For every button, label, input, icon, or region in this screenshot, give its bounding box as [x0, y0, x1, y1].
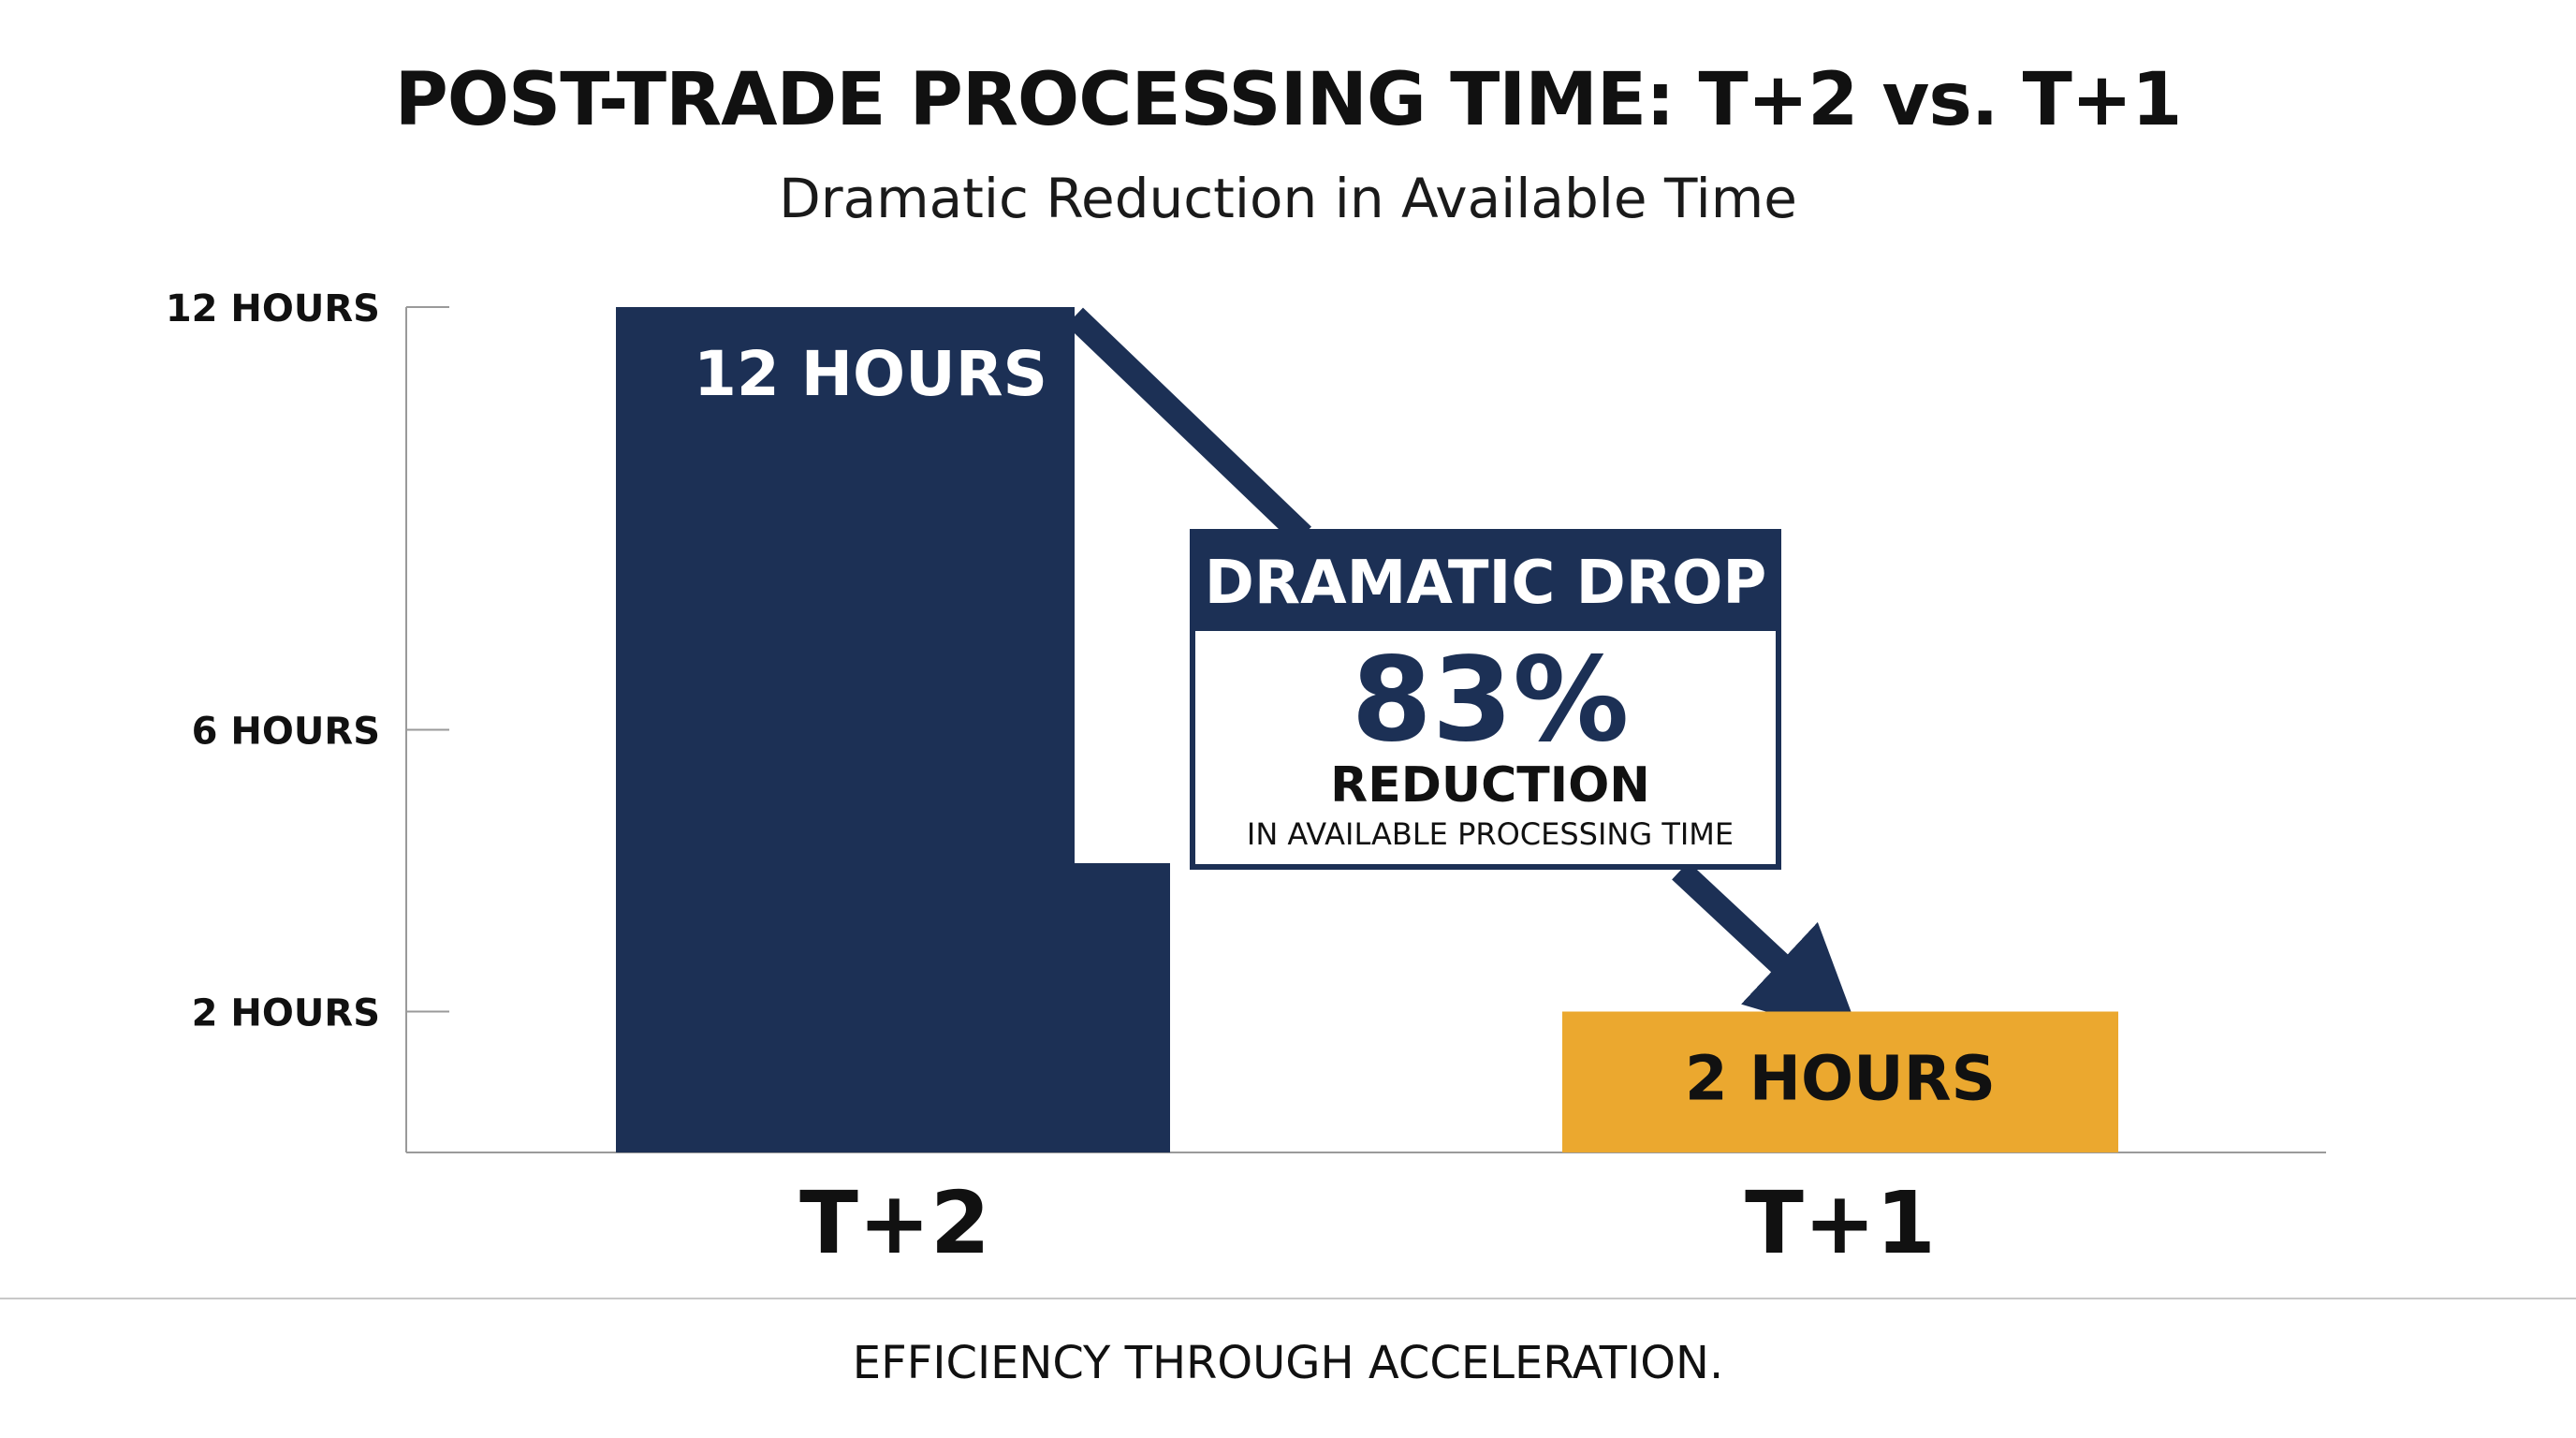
- bar-step-block: [1075, 863, 1170, 1152]
- chart-subtitle: Dramatic Reduction in Available Time: [779, 167, 1797, 230]
- bar-value-label: 12 HOURS: [694, 338, 1047, 410]
- bars-group: 12 HOURS 2 HOURS: [616, 307, 2118, 1152]
- callout-sublabel: IN AVAILABLE PROCESSING TIME: [1247, 816, 1734, 852]
- x-axis-categories: T+2 T+1: [799, 1173, 1936, 1273]
- callout-header-band: [1193, 532, 1778, 631]
- chart-title: POST-TRADE PROCESSING TIME: T+2 vs. T+1: [394, 58, 2183, 142]
- bar-tplus2: [616, 307, 1075, 1152]
- callout-heading: DRAMATIC DROP: [1205, 549, 1767, 618]
- bar-value-label: 2 HOURS: [1685, 1043, 1996, 1115]
- x-category-label: T+2: [799, 1173, 990, 1273]
- drop-arrow-lower: [1672, 861, 1862, 1040]
- y-tick-label: 12 HOURS: [166, 287, 380, 330]
- callout-percentage: 83%: [1352, 633, 1630, 768]
- y-tick-label: 6 HOURS: [192, 711, 380, 754]
- x-category-label: T+1: [1745, 1173, 1936, 1273]
- reduction-callout: DRAMATIC DROP 83% REDUCTION IN AVAILABLE…: [1190, 529, 1781, 870]
- callout-label: REDUCTION: [1330, 757, 1650, 814]
- y-tick-label: 2 HOURS: [192, 992, 380, 1035]
- footer-divider: [0, 1298, 2576, 1299]
- footer-tagline: EFFICIENCY THROUGH ACCELERATION.: [852, 1337, 1724, 1389]
- drop-arrow-upper: [1066, 307, 1311, 545]
- bar-tplus1: [1562, 1011, 2118, 1152]
- y-axis-ticks: 12 HOURS 6 HOURS 2 HOURS: [166, 287, 449, 1035]
